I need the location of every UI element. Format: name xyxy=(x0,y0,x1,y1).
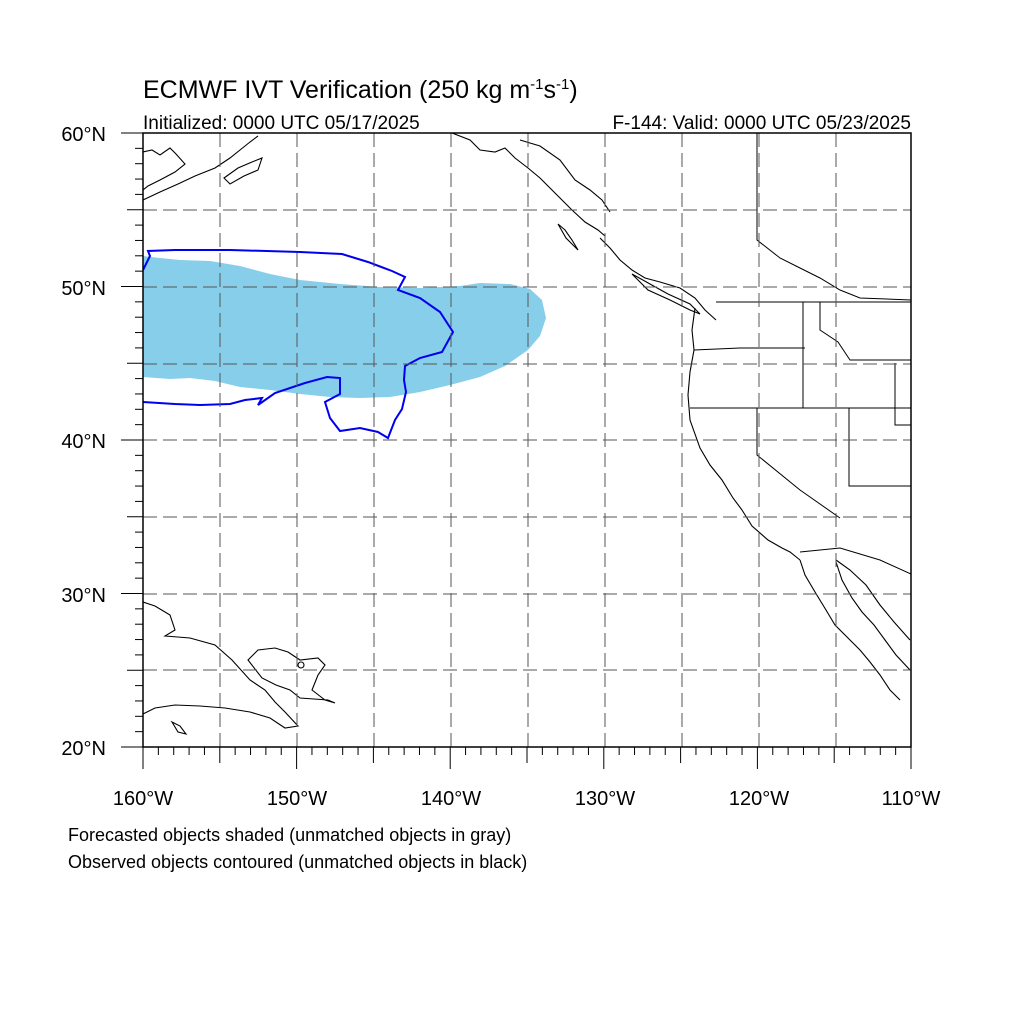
alaska-peninsula-coast-2 xyxy=(143,135,259,201)
lon-label-130w: 130°W xyxy=(575,788,635,810)
alaska-canada-border xyxy=(756,133,911,301)
us-west-coast xyxy=(687,307,801,561)
caption-observed: Observed objects contoured (unmatched ob… xyxy=(68,852,528,872)
valid-time: F-144: Valid: 0000 UTC 05/23/2025 xyxy=(612,113,911,134)
lat-label-40n: 40°N xyxy=(61,431,106,453)
bc-coast xyxy=(599,237,717,321)
lon-label-150w: 150°W xyxy=(267,788,327,810)
baja-gulf-coast xyxy=(835,561,911,671)
lon-label-120w: 120°W xyxy=(729,788,789,810)
gulf-of-alaska-coast xyxy=(451,133,606,237)
southeast-alaska-coast xyxy=(519,139,611,213)
lon-label-160w: 160°W xyxy=(113,788,173,810)
alaska-peninsula-coast xyxy=(143,147,186,191)
hawaii-oahu-coast xyxy=(170,720,188,735)
lat-label-30n: 30°N xyxy=(61,585,106,607)
wyoming-border xyxy=(894,363,911,426)
nevada-california-border xyxy=(756,408,841,519)
utah-border xyxy=(848,408,911,487)
haida-gwaii-coast xyxy=(557,223,579,251)
lat-label-20n: 20°N xyxy=(61,738,106,760)
observed-object-contour xyxy=(143,249,455,440)
montana-border xyxy=(819,302,911,361)
kodiak-coast xyxy=(223,157,263,185)
hawaii-maui-coast xyxy=(143,601,300,729)
lat-label-60n: 60°N xyxy=(61,124,106,146)
lat-label-50n: 50°N xyxy=(61,278,106,300)
map-area xyxy=(143,133,911,747)
mainland-mexico-coast xyxy=(835,559,911,641)
us-mexico-border xyxy=(799,547,911,575)
map-title: ECMWF IVT Verification (250 kg m-1s-1) xyxy=(143,76,578,104)
caption-forecast: Forecasted objects shaded (unmatched obj… xyxy=(68,825,512,845)
political-borders xyxy=(690,133,911,575)
lon-label-110w: 110°W xyxy=(882,788,941,810)
latitude-labels: 60°N 50°N 40°N 30°N 20°N xyxy=(61,124,106,760)
lon-label-140w: 140°W xyxy=(421,788,481,810)
hawaii-big-island xyxy=(247,647,336,704)
forecast-object-shaded xyxy=(143,256,546,398)
washington-oregon-border xyxy=(693,347,805,351)
hawaii-small-island xyxy=(297,661,305,669)
initialized-time: Initialized: 0000 UTC 05/17/2025 xyxy=(143,113,420,134)
coastlines xyxy=(143,133,911,735)
baja-california-coast xyxy=(799,559,901,701)
longitude-labels: 160°W 150°W 140°W 130°W 120°W 110°W xyxy=(113,788,941,810)
axis-ticks xyxy=(121,132,912,769)
map-graticule xyxy=(143,133,911,747)
